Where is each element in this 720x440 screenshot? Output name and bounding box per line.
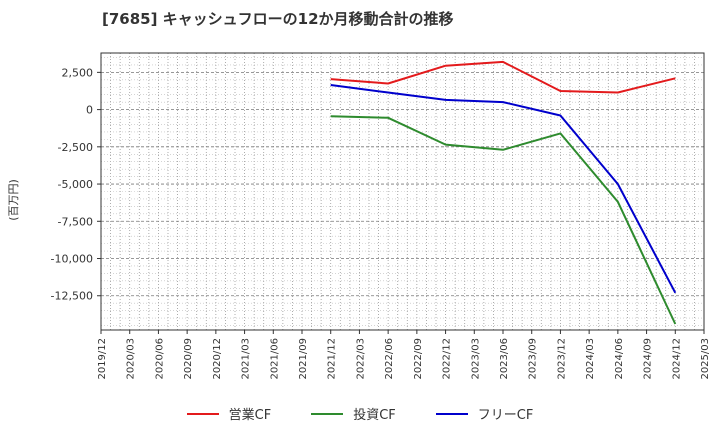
- grid: [100, 53, 705, 330]
- y-tick-label: -2,500: [58, 141, 93, 154]
- x-tick-label: 2023/03: [470, 338, 481, 380]
- x-tick-label: 2022/12: [442, 338, 453, 380]
- x-tick-label: 2020/06: [154, 338, 165, 380]
- x-tick-label: 2022/09: [413, 338, 424, 380]
- x-tick-label: 2021/09: [298, 338, 309, 380]
- x-tick-label: 2021/12: [327, 338, 338, 380]
- legend-label: 営業CF: [228, 408, 272, 423]
- x-tick-label: 2023/09: [528, 338, 539, 380]
- chart-title: [7685] キャッシュフローの12か月移動合計の推移: [102, 10, 454, 28]
- y-tick-label: -12,500: [51, 290, 93, 303]
- y-tick-label: -5,000: [58, 178, 93, 191]
- x-tick-label: 2024/12: [671, 338, 682, 380]
- y-axis-label: (百万円): [7, 179, 20, 221]
- x-tick-label: 2020/03: [126, 338, 137, 380]
- x-tick-label: 2021/06: [269, 338, 280, 380]
- y-tick-label: 2,500: [62, 66, 94, 79]
- x-tick-label: 2022/03: [355, 338, 366, 380]
- y-axis: 2,500 0 -2,500 -5,000 -7,500 -10,000 -12,500: [51, 66, 101, 303]
- legend-swatch-free-cf: [435, 412, 468, 415]
- x-tick-label: 2020/12: [212, 338, 223, 380]
- plot-frame: [100, 52, 705, 331]
- legend-item-free-cf: フリーCF: [435, 404, 534, 423]
- plot-background: [101, 53, 704, 330]
- legend-item-operating-cf: 営業CF: [186, 404, 272, 423]
- series-line-2: [330, 84, 677, 294]
- legend-label: フリーCF: [477, 408, 534, 423]
- x-tick-label: 2021/03: [241, 338, 252, 380]
- y-tick-label: 0: [86, 104, 93, 117]
- y-tick-label: -7,500: [58, 215, 93, 228]
- legend-swatch-operating-cf: [186, 412, 219, 415]
- x-axis: 2019/12 2020/03 2020/06 2020/09 2020/12 2021/…: [97, 330, 711, 380]
- x-tick-label: 2019/12: [97, 338, 108, 380]
- series-line-0: [330, 60, 676, 94]
- x-tick-label: 2023/06: [499, 338, 510, 380]
- x-tick-label: 2024/09: [643, 338, 654, 380]
- x-tick-label: 2020/09: [183, 338, 194, 380]
- x-tick-label: 2024/06: [614, 338, 625, 380]
- legend: 営業CF 投資CF フリーCF: [0, 404, 720, 423]
- legend-item-investing-cf: 投資CF: [311, 404, 396, 423]
- x-tick-label: 2022/06: [384, 338, 395, 380]
- series-lines: [330, 60, 677, 325]
- legend-label: 投資CF: [353, 408, 396, 423]
- legend-swatch-investing-cf: [311, 412, 344, 415]
- y-tick-label: -10,000: [51, 253, 93, 266]
- x-tick-label: 2025/03: [700, 338, 711, 380]
- x-tick-label: 2024/03: [585, 338, 596, 380]
- x-tick-label: 2023/12: [556, 338, 567, 380]
